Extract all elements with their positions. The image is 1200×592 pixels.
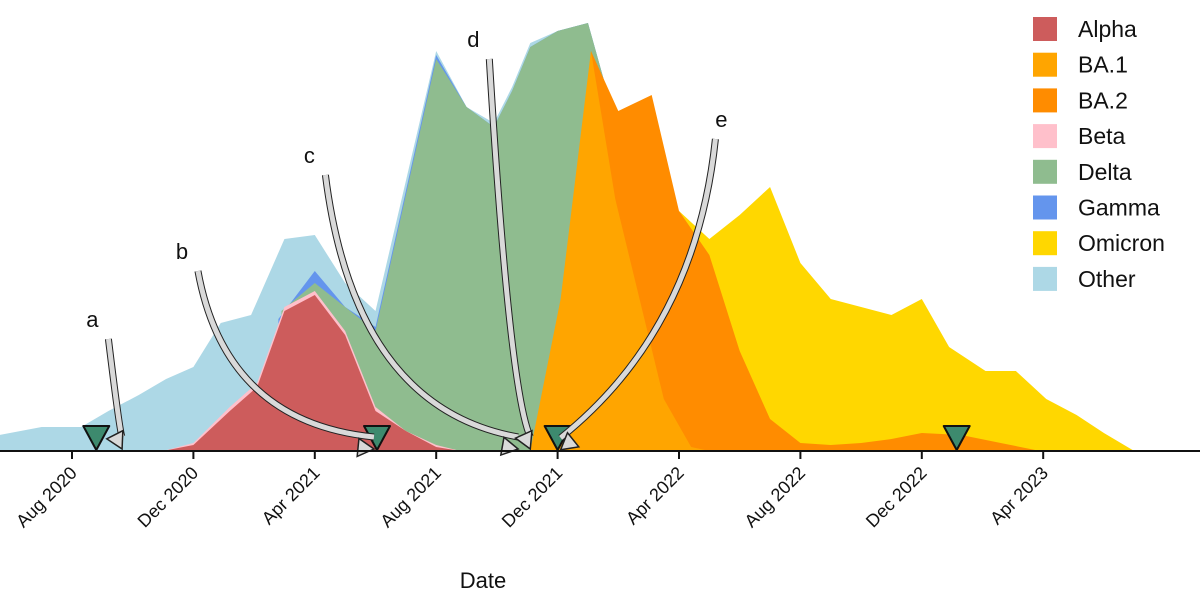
arrowhead-icon	[514, 429, 533, 451]
x-tick-label: Apr 2021	[258, 463, 324, 529]
legend-label: Omicron	[1078, 230, 1165, 256]
legend-swatch	[1033, 231, 1057, 256]
legend-item-other: Other	[1033, 266, 1136, 292]
legend-label: Alpha	[1078, 16, 1137, 42]
annotation-label: c	[304, 143, 315, 168]
area-omicron	[633, 187, 1135, 451]
x-tick-label: Dec 2020	[134, 463, 203, 532]
legend-item-ba1: BA.1	[1033, 52, 1128, 78]
legend-item-beta: Beta	[1033, 123, 1126, 149]
x-axis-ticks: Aug 2020 Dec 2020 Apr 2021 Aug 2021 Dec 2021…	[12, 451, 1052, 531]
x-tick-label: Aug 2021	[376, 463, 445, 532]
legend-swatch	[1033, 124, 1057, 149]
legend-label: BA.2	[1078, 87, 1128, 113]
legend-label: Beta	[1078, 123, 1126, 149]
annotation-arrow-a: a	[86, 307, 126, 451]
arrow-shaft	[486, 58, 533, 439]
legend-swatch	[1033, 17, 1057, 41]
x-tick-label: Apr 2023	[986, 463, 1052, 529]
legend-item-delta: Delta	[1033, 159, 1132, 185]
annotation-arrow-b: b	[176, 239, 376, 458]
annotation-label: a	[86, 307, 99, 332]
legend-label: Delta	[1078, 159, 1132, 185]
arrowhead-icon	[105, 429, 124, 451]
annotation-label: e	[715, 107, 727, 132]
legend-label: Other	[1078, 266, 1136, 292]
legend-label: Gamma	[1078, 195, 1160, 221]
area-alpha	[163, 295, 461, 451]
arrow-shaft	[322, 174, 519, 440]
arrow-shaft	[195, 270, 375, 440]
x-tick-label: Apr 2022	[622, 463, 688, 529]
arrowhead-icon	[559, 431, 581, 451]
arrow-shaft	[559, 138, 718, 440]
legend-label: BA.1	[1078, 52, 1128, 78]
legend: Alpha BA.1 BA.2 Beta Delta Gamma Omicron Other	[1033, 16, 1165, 292]
area-ba2	[557, 51, 1041, 451]
annotation-arrow-d: d	[467, 27, 534, 451]
legend-item-gamma: Gamma	[1033, 195, 1160, 221]
x-tick-label: Dec 2022	[862, 463, 931, 532]
annotation-arrow-e: e	[558, 107, 728, 451]
legend-swatch	[1033, 159, 1057, 184]
legend-item-ba2: BA.2	[1033, 87, 1128, 113]
legend-swatch	[1033, 88, 1057, 113]
annotation-arrow-c: c	[304, 143, 520, 457]
x-tick-label: Aug 2020	[12, 463, 81, 532]
legend-item-omicron: Omicron	[1033, 230, 1165, 256]
annotation-label: d	[467, 27, 479, 52]
legend-item-alpha: Alpha	[1033, 16, 1137, 42]
triangle-marker-icon	[942, 425, 971, 451]
x-tick-label: Aug 2022	[741, 463, 810, 532]
x-axis-label: Date	[460, 568, 506, 592]
legend-swatch	[1033, 195, 1057, 220]
area-delta	[281, 23, 628, 451]
annotation-label: b	[176, 239, 188, 264]
legend-swatch	[1033, 52, 1057, 77]
annotation-arrows: a b c d e	[86, 27, 728, 458]
legend-swatch	[1033, 266, 1057, 291]
area-layers	[0, 23, 1135, 451]
area-ba1	[530, 51, 710, 451]
triangle-marker-icon	[82, 425, 111, 451]
x-tick-label: Dec 2021	[498, 463, 567, 532]
